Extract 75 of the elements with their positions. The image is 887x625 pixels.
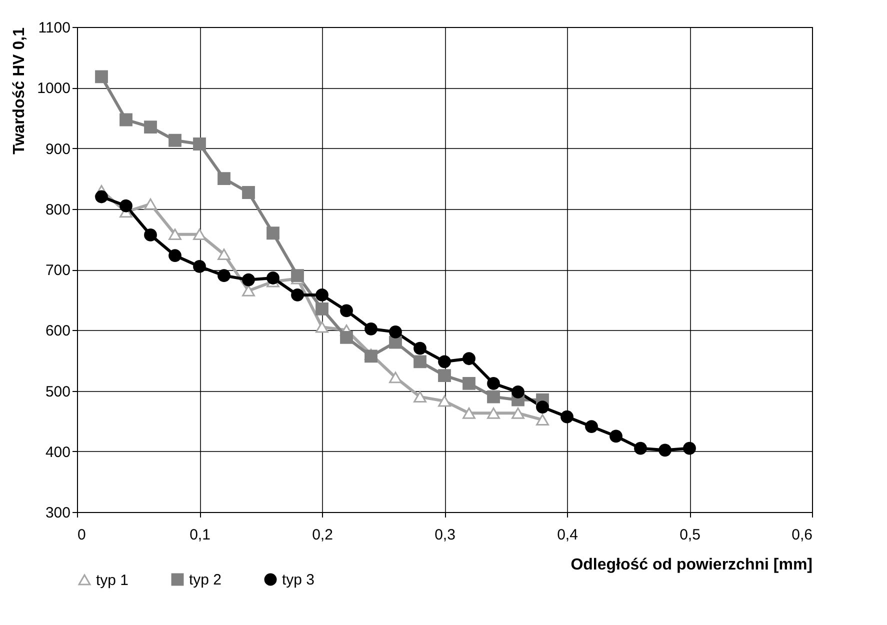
y-tick-label: 900 <box>45 140 70 158</box>
x-axis-title: Odległość od powierzchni [mm] <box>570 556 812 574</box>
point <box>168 249 182 262</box>
point <box>266 226 280 240</box>
point <box>340 304 353 318</box>
point <box>316 321 328 333</box>
point <box>683 442 696 455</box>
legend-label: typ 1 <box>96 572 129 589</box>
point <box>414 391 426 402</box>
point <box>193 228 206 240</box>
y-tick-label: 600 <box>45 322 70 340</box>
point <box>218 172 230 186</box>
y-tick-label: 1100 <box>38 20 70 36</box>
y-axis-title: Twardość HV 0,1 <box>11 27 28 154</box>
point <box>340 330 353 344</box>
point <box>168 228 182 240</box>
point <box>438 395 451 407</box>
point <box>144 120 157 134</box>
legend-label: typ 3 <box>282 572 315 589</box>
y-tick-label: 500 <box>45 383 70 400</box>
point <box>462 407 476 419</box>
point <box>316 302 328 316</box>
point <box>536 400 549 414</box>
point <box>634 442 647 455</box>
point <box>364 322 378 336</box>
x-tick-label: 0,2 <box>312 526 333 544</box>
point <box>414 355 426 368</box>
point <box>658 444 672 457</box>
point <box>438 355 451 368</box>
point <box>144 198 157 210</box>
point <box>291 288 304 302</box>
point <box>120 199 132 212</box>
point <box>218 248 230 260</box>
x-tick-label: 0,1 <box>190 526 210 544</box>
point <box>389 372 402 384</box>
point <box>242 273 255 286</box>
x-tick-label: 0 <box>78 526 86 544</box>
point <box>242 285 255 296</box>
y-tick-label: 400 <box>45 444 70 461</box>
point <box>462 352 476 366</box>
point <box>168 134 182 147</box>
point <box>438 369 451 382</box>
point <box>120 113 132 126</box>
legend-label: typ 2 <box>189 572 222 589</box>
x-tick-label: 0,4 <box>557 526 578 544</box>
point <box>487 377 500 390</box>
point <box>560 410 574 424</box>
y-tick-label: 300 <box>45 504 70 522</box>
x-tick-label: 0,3 <box>434 526 456 544</box>
point <box>585 420 598 433</box>
point <box>95 70 108 84</box>
point <box>512 386 524 398</box>
point <box>218 269 230 282</box>
point <box>512 407 524 419</box>
point <box>316 288 328 302</box>
y-tick-label: 700 <box>45 262 70 279</box>
x-tick-label: 0,5 <box>680 526 700 544</box>
point <box>291 269 304 282</box>
point <box>242 186 255 199</box>
point <box>610 430 622 443</box>
point <box>414 342 426 355</box>
point <box>266 272 280 284</box>
y-tick-label: 800 <box>45 201 70 218</box>
point <box>487 407 500 419</box>
y-tick-label: 1000 <box>37 80 70 98</box>
point <box>462 377 476 390</box>
x-tick-label: 0,6 <box>792 526 812 544</box>
point <box>487 390 500 404</box>
point <box>144 228 157 242</box>
point <box>95 190 108 204</box>
point <box>364 350 378 363</box>
point <box>193 138 206 150</box>
point <box>193 260 206 273</box>
point <box>389 326 402 338</box>
point <box>536 414 549 426</box>
